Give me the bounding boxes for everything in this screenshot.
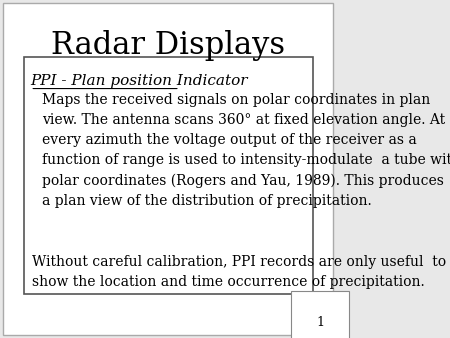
FancyBboxPatch shape bbox=[3, 3, 333, 335]
Text: Without careful calibration, PPI records are only useful  to
show the location a: Without careful calibration, PPI records… bbox=[32, 255, 446, 289]
FancyBboxPatch shape bbox=[23, 57, 313, 294]
Text: Maps the received signals on polar coordinates in plan
view. The antenna scans 3: Maps the received signals on polar coord… bbox=[42, 93, 450, 208]
Text: Radar Displays: Radar Displays bbox=[51, 30, 285, 62]
Text: PPI - Plan position Indicator: PPI - Plan position Indicator bbox=[30, 74, 248, 88]
Text: 1: 1 bbox=[316, 316, 324, 329]
